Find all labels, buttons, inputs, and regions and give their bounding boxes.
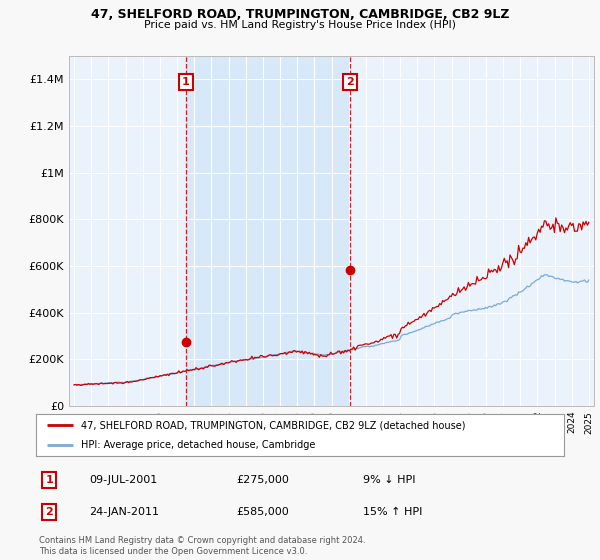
Text: 47, SHELFORD ROAD, TRUMPINGTON, CAMBRIDGE, CB2 9LZ (detached house): 47, SHELFORD ROAD, TRUMPINGTON, CAMBRIDG… (81, 421, 466, 430)
Text: HPI: Average price, detached house, Cambridge: HPI: Average price, detached house, Camb… (81, 441, 315, 450)
Text: 24-JAN-2011: 24-JAN-2011 (89, 507, 159, 517)
Text: 1: 1 (182, 77, 190, 87)
Text: Contains HM Land Registry data © Crown copyright and database right 2024.
This d: Contains HM Land Registry data © Crown c… (39, 536, 365, 556)
Text: Price paid vs. HM Land Registry's House Price Index (HPI): Price paid vs. HM Land Registry's House … (144, 20, 456, 30)
Text: 1: 1 (46, 475, 53, 485)
Text: £585,000: £585,000 (236, 507, 289, 517)
Bar (186, 56, 350, 406)
Text: 15% ↑ HPI: 15% ↑ HPI (364, 507, 423, 517)
Text: 2: 2 (46, 507, 53, 517)
Text: £275,000: £275,000 (236, 475, 290, 485)
Text: 47, SHELFORD ROAD, TRUMPINGTON, CAMBRIDGE, CB2 9LZ: 47, SHELFORD ROAD, TRUMPINGTON, CAMBRIDG… (91, 8, 509, 21)
Text: 09-JUL-2001: 09-JUL-2001 (89, 475, 157, 485)
Text: 9% ↓ HPI: 9% ↓ HPI (364, 475, 416, 485)
Text: 2: 2 (346, 77, 354, 87)
